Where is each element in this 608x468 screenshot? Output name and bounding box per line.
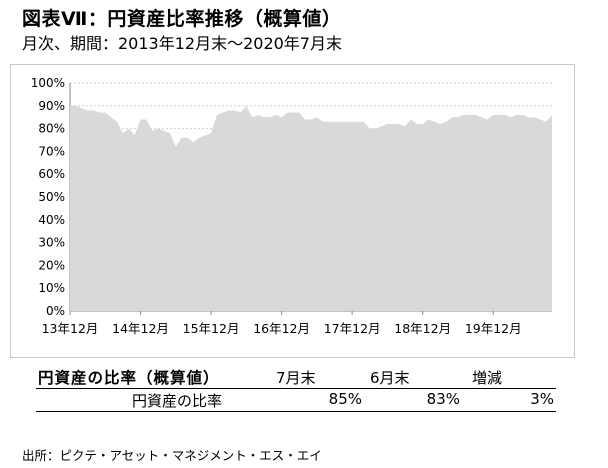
value-change: 3% bbox=[530, 390, 554, 408]
table-header-row: 円資産の比率（概算値） 7月末 6月末 増減 bbox=[36, 366, 556, 388]
y-tick-label: 40% bbox=[38, 213, 65, 227]
y-tick-label: 90% bbox=[38, 99, 65, 113]
y-tick-label: 80% bbox=[38, 122, 65, 136]
chart-subtitle: 月次、期間：2013年12月末～2020年7月末 bbox=[22, 34, 342, 53]
y-tick-label: 50% bbox=[38, 190, 65, 204]
y-tick-label: 60% bbox=[38, 167, 65, 181]
table-title: 円資産の比率（概算値） bbox=[38, 369, 220, 387]
x-tick-label: 15年12月 bbox=[183, 321, 240, 336]
column-header-change: 増減 bbox=[472, 369, 503, 387]
y-tick-label: 20% bbox=[38, 258, 65, 272]
y-tick-label: 30% bbox=[38, 236, 65, 250]
source-note: 出所：ピクテ・アセット・マネジメント・エス・エイ bbox=[22, 448, 322, 463]
x-tick-label: 17年12月 bbox=[324, 321, 381, 336]
table-row: 円資産の比率 85% 83% 3% bbox=[36, 388, 556, 412]
y-tick-label: 70% bbox=[38, 144, 65, 158]
x-tick-label: 14年12月 bbox=[112, 321, 169, 336]
x-tick-label: 18年12月 bbox=[394, 321, 451, 336]
x-tick-label: 19年12月 bbox=[465, 321, 522, 336]
chart-title: 図表Ⅶ：円資産比率推移（概算値） bbox=[22, 8, 342, 30]
y-tick-label: 10% bbox=[38, 281, 65, 295]
column-header-june: 6月末 bbox=[370, 369, 410, 387]
ratio-area-chart: 100% 90% 80% 70% 60% 50% 40% 30% 20% 10% 0% 13年12月… bbox=[31, 76, 552, 336]
y-tick-label: 100% bbox=[31, 76, 65, 90]
row-label: 円資産の比率 bbox=[132, 392, 223, 410]
x-tick-label: 16年12月 bbox=[253, 321, 310, 336]
yen-asset-ratio-area bbox=[70, 105, 552, 311]
x-tick-label: 13年12月 bbox=[42, 321, 99, 336]
y-tick-label: 0% bbox=[46, 304, 65, 318]
value-june: 83% bbox=[426, 390, 460, 408]
chart-frame bbox=[10, 64, 575, 358]
value-july: 85% bbox=[328, 390, 362, 408]
summary-table: 円資産の比率（概算値） 7月末 6月末 増減 円資産の比率 85% 83% 3% bbox=[36, 366, 556, 412]
column-header-july: 7月末 bbox=[276, 369, 316, 387]
